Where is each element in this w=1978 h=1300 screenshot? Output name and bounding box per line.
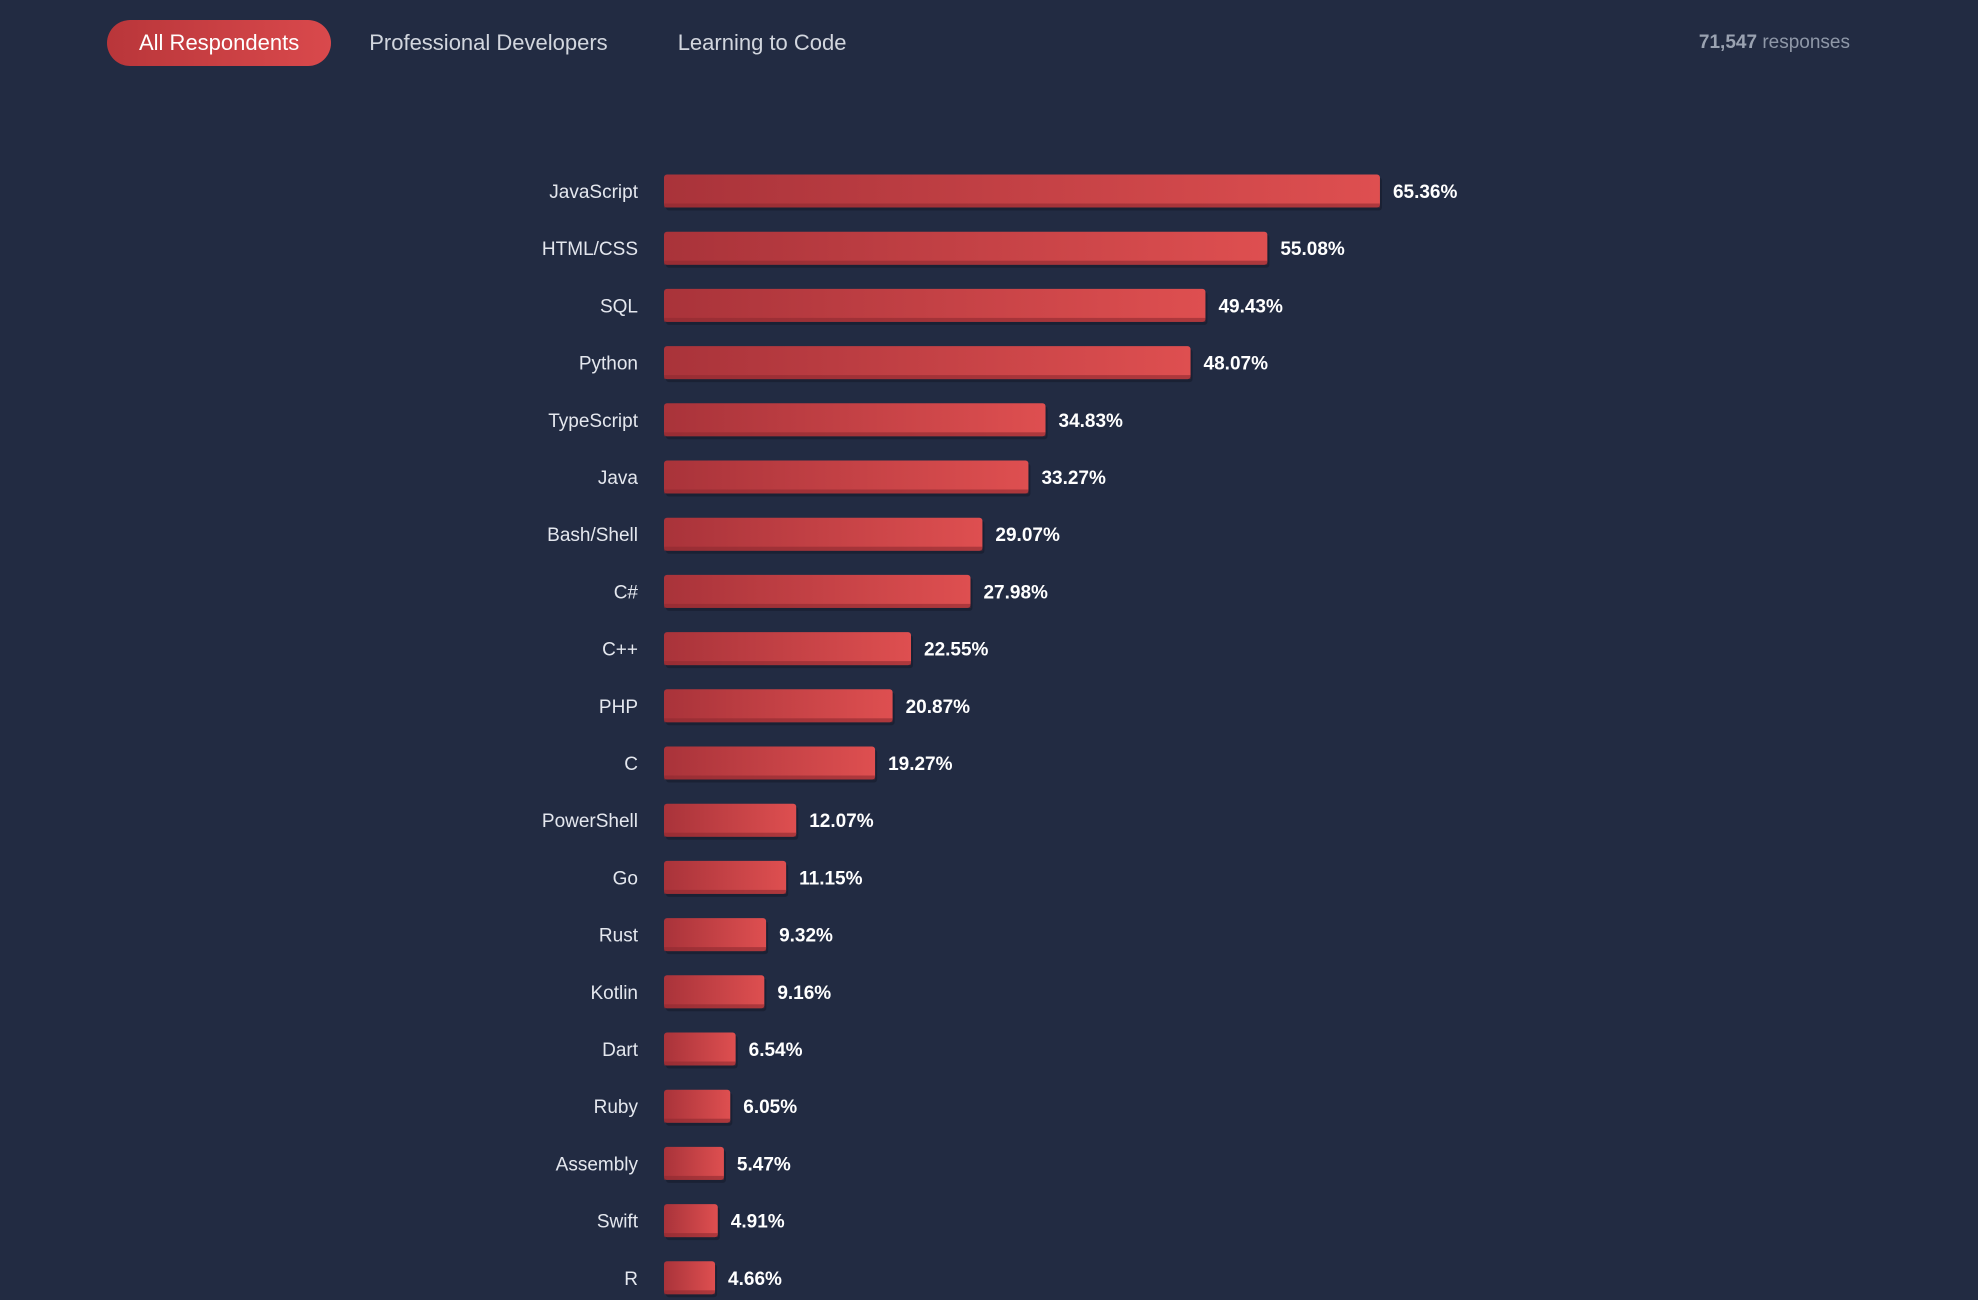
category-label-swift: Swift (597, 1212, 639, 1233)
bar-edge-python (664, 375, 1191, 380)
category-label-html-css: HTML/CSS (542, 239, 638, 260)
bar-python[interactable] (664, 346, 1191, 380)
bar-sql[interactable] (664, 288, 1206, 322)
category-label-c-sharp: C# (614, 582, 639, 603)
bar-edge-ruby (664, 1118, 731, 1123)
bar-edge-go (664, 889, 787, 894)
category-label-javascript: JavaScript (549, 182, 638, 203)
responses-count: 71,547 responses (1699, 32, 1850, 54)
respondent-filter-tabs: All Respondents Professional Developers … (107, 20, 878, 66)
category-label-r: R (624, 1269, 638, 1290)
bar-edge-c (664, 775, 876, 780)
bar-c-plus-plus[interactable] (664, 632, 912, 666)
category-label-assembly: Assembly (556, 1154, 639, 1175)
value-label-r: 4.66% (728, 1269, 782, 1290)
bar-ruby[interactable] (664, 1089, 731, 1123)
category-label-go: Go (613, 868, 638, 889)
value-label-kotlin: 9.16% (777, 983, 831, 1004)
category-label-bash-shell: Bash/Shell (547, 525, 638, 546)
bar-c[interactable] (664, 746, 876, 780)
bar-edge-assembly (664, 1175, 724, 1180)
category-label-typescript: TypeScript (548, 411, 638, 432)
bar-edge-kotlin (664, 1004, 765, 1009)
bar-edge-typescript (664, 432, 1046, 437)
bar-edge-php (664, 718, 893, 723)
value-label-go: 11.15% (799, 868, 862, 889)
value-label-assembly: 5.47% (737, 1154, 791, 1175)
bar-html-css[interactable] (664, 231, 1268, 265)
value-label-rust: 9.32% (779, 926, 833, 947)
category-label-java: Java (598, 468, 639, 489)
responses-label: responses (1762, 32, 1850, 53)
bar-bash-shell[interactable] (664, 517, 983, 551)
bar-typescript[interactable] (664, 403, 1046, 437)
bar-edge-c-sharp (664, 603, 971, 608)
value-label-java: 33.27% (1041, 468, 1106, 489)
bar-edge-javascript (664, 203, 1380, 208)
bar-swift[interactable] (664, 1204, 718, 1238)
bar-go[interactable] (664, 860, 787, 894)
tab-all-respondents[interactable]: All Respondents (107, 20, 332, 66)
bar-r[interactable] (664, 1261, 716, 1295)
category-label-kotlin: Kotlin (590, 983, 638, 1004)
value-label-swift: 4.91% (731, 1212, 785, 1233)
value-label-dart: 6.54% (749, 1040, 803, 1061)
value-label-c-plus-plus: 22.55% (924, 640, 989, 661)
bar-php[interactable] (664, 689, 893, 723)
tab-professional-developers[interactable]: Professional Developers (369, 30, 608, 55)
bar-kotlin[interactable] (664, 975, 765, 1009)
category-label-c: C (624, 754, 638, 775)
chart-bars: JavaScript 65.36% HTML/CSS 55.08% SQL 49.43% P… (542, 174, 1458, 1298)
bar-edge-r (664, 1290, 716, 1295)
bar-edge-sql (664, 317, 1206, 322)
value-label-powershell: 12.07% (809, 811, 874, 832)
bar-edge-c-plus-plus (664, 661, 912, 666)
category-label-sql: SQL (600, 296, 638, 317)
category-label-c-plus-plus: C++ (602, 640, 638, 661)
bar-java[interactable] (664, 460, 1029, 494)
bar-assembly[interactable] (664, 1146, 724, 1180)
category-label-php: PHP (599, 697, 638, 718)
bar-edge-html-css (664, 260, 1268, 265)
bar-edge-java (664, 489, 1029, 494)
value-label-c-sharp: 27.98% (983, 582, 1048, 603)
category-label-powershell: PowerShell (542, 811, 638, 832)
value-label-php: 20.87% (906, 697, 971, 718)
bar-edge-swift (664, 1233, 718, 1238)
value-label-typescript: 34.83% (1059, 411, 1124, 432)
value-label-python: 48.07% (1204, 354, 1269, 375)
value-label-html-css: 55.08% (1280, 239, 1345, 260)
bar-powershell[interactable] (664, 803, 797, 837)
value-label-c: 19.27% (888, 754, 953, 775)
value-label-bash-shell: 29.07% (995, 525, 1060, 546)
bar-edge-dart (664, 1061, 736, 1066)
bar-edge-rust (664, 947, 767, 952)
category-label-rust: Rust (599, 926, 639, 947)
value-label-ruby: 6.05% (743, 1097, 797, 1118)
value-label-sql: 49.43% (1218, 296, 1283, 317)
bar-c-sharp[interactable] (664, 574, 971, 608)
category-label-python: Python (579, 354, 638, 375)
bar-edge-powershell (664, 832, 797, 837)
bar-rust[interactable] (664, 918, 767, 952)
responses-number: 71,547 (1698, 32, 1758, 53)
bar-edge-bash-shell (664, 546, 983, 551)
value-label-javascript: 65.36% (1393, 182, 1458, 203)
bar-javascript[interactable] (664, 174, 1380, 208)
category-label-ruby: Ruby (594, 1097, 639, 1118)
tab-learning-to-code[interactable]: Learning to Code (677, 30, 847, 55)
bar-dart[interactable] (664, 1032, 736, 1066)
category-label-dart: Dart (602, 1040, 639, 1061)
